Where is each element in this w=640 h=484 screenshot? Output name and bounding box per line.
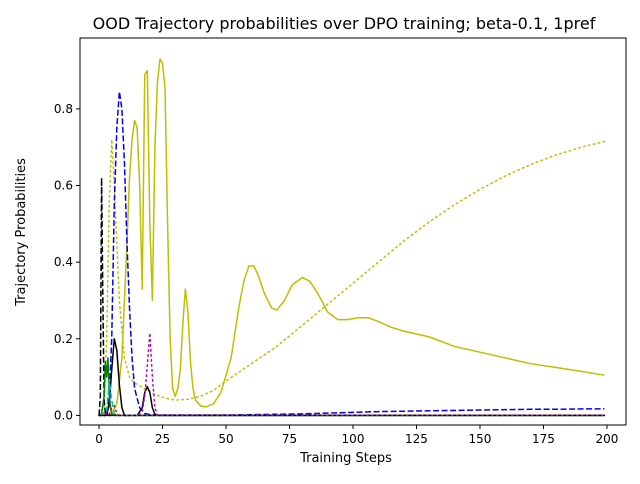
x-tick-label: 125: [405, 432, 428, 446]
series-line-3: [99, 90, 605, 417]
y-tick-label: 0.2: [54, 332, 73, 346]
series-layer: [98, 58, 606, 417]
x-tick-label: 25: [155, 432, 170, 446]
axes-frame: [79, 37, 627, 426]
series-line-6: [98, 357, 605, 417]
series-line-2: [98, 138, 606, 417]
series-line-1: [99, 58, 605, 417]
chart-title: OOD Trajectory probabilities over DPO tr…: [93, 14, 596, 33]
x-tick-label: 50: [218, 432, 233, 446]
x-tick-label: 100: [342, 432, 365, 446]
y-tick-label: 0.0: [54, 408, 73, 422]
series-line-7: [98, 380, 605, 417]
y-tick-label: 0.4: [54, 255, 73, 269]
y-tick-label: 0.6: [54, 179, 73, 193]
x-tick-label: 0: [95, 432, 103, 446]
y-tick-label: 0.8: [54, 102, 73, 116]
series-line-4: [98, 177, 605, 417]
y-axis: 0.0 0.2 0.4 0.6 0.8: [54, 102, 80, 422]
x-axis: 0 25 50 75 100 125 150 175 200: [95, 425, 618, 446]
x-tick-label: 200: [596, 432, 619, 446]
series-line-8: [98, 405, 606, 417]
x-tick-label: 175: [532, 432, 555, 446]
series-line-9: [98, 332, 606, 417]
x-axis-label: Training Steps: [299, 451, 392, 466]
x-tick-label: 150: [469, 432, 492, 446]
x-tick-label: 75: [282, 432, 297, 446]
y-axis-label: Trajectory Probabilities: [14, 158, 29, 307]
series-line-5: [99, 338, 605, 417]
